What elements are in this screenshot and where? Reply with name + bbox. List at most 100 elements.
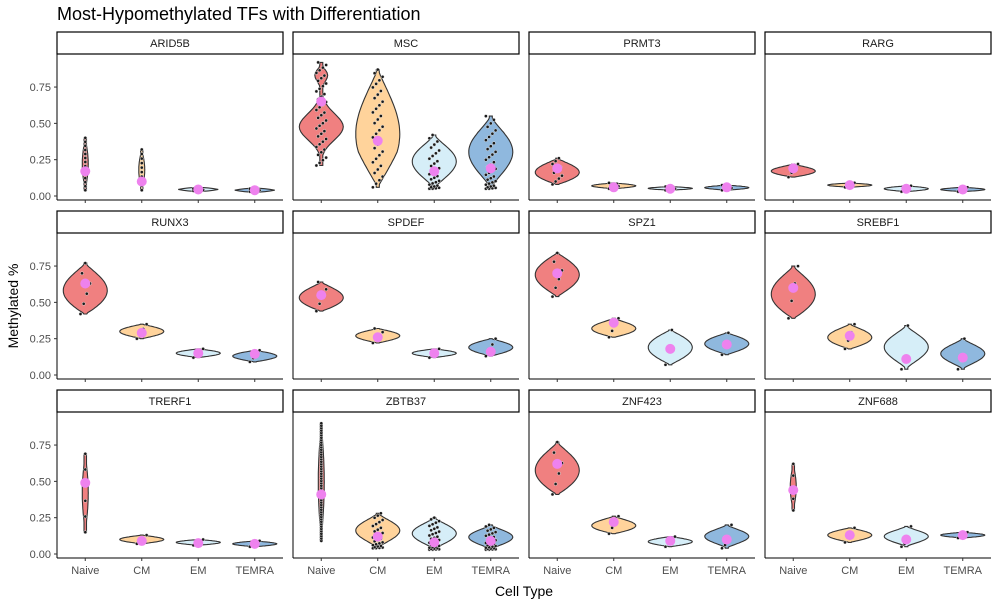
data-point [663,544,668,549]
data-point [432,175,437,180]
data-point [557,471,561,476]
data-point [432,515,437,520]
facet-strip [56,389,284,413]
mean-point [552,458,563,469]
data-point [493,128,498,133]
data-point [557,176,561,181]
data-point [796,162,800,166]
facet-strip [292,31,520,55]
data-point [324,63,328,67]
data-point [316,79,320,83]
data-point [321,158,325,162]
data-point [374,181,378,186]
data-point [83,144,88,148]
y-tick-label: 0.25 [30,155,51,167]
data-point [493,336,498,341]
mean-point [901,183,912,194]
data-point [324,287,328,292]
facet-strip [764,210,992,234]
data-point [377,78,382,83]
facet-strip [292,210,520,234]
data-point [372,71,377,75]
x-tick-label: EM [190,565,207,577]
mean-point [957,352,968,363]
data-point [555,251,560,255]
mean-point [80,278,91,289]
violin-naive [62,262,108,315]
data-point [484,157,488,162]
facet-label: SPDEF [388,217,425,229]
data-point [485,528,490,533]
data-point [435,525,440,530]
mean-point [788,163,799,174]
mean-point [721,339,732,350]
data-point [375,92,380,97]
data-point [144,322,149,327]
data-point [791,508,796,513]
data-point [434,520,438,525]
mean-point [193,184,204,195]
data-point [139,170,144,174]
data-point [375,67,380,72]
data-point [372,96,377,100]
data-point [319,131,324,136]
data-point [492,141,496,145]
facet-panel: MSC [292,31,520,203]
data-point [314,89,319,94]
data-point [485,177,490,182]
x-axis-title: Cell Type [495,583,553,599]
data-point [432,527,437,531]
mean-point [901,534,912,545]
data-point [720,546,724,551]
data-point [314,145,319,149]
data-point [432,142,437,147]
data-point [434,531,438,535]
data-point [316,60,320,65]
data-point [484,172,488,177]
data-point [83,451,88,456]
mean-point [721,534,732,545]
data-point [319,421,324,426]
y-tick-label: 0.00 [30,549,51,561]
data-point [435,139,440,144]
data-point [322,92,327,96]
data-point [484,524,488,529]
data-point [324,118,328,123]
data-point [429,517,433,522]
data-point [371,341,375,345]
mean-point [608,317,619,328]
data-point [429,145,433,150]
mean-point [136,176,147,187]
data-point [429,177,433,182]
data-point [557,156,561,160]
facet-panel: SPDEF [292,210,520,382]
data-point [487,523,491,527]
data-point [371,524,375,528]
data-point [616,316,621,321]
facet-strip [764,389,992,413]
facet-label: MSC [394,38,419,50]
data-point [83,498,88,503]
data-point [319,113,324,117]
facet-label: SPZ1 [628,217,656,229]
data-point [371,110,375,115]
data-point [663,362,668,367]
data-point [324,81,328,86]
y-axis-title: Methylated % [5,264,21,349]
facet-label: SREBF1 [857,217,900,229]
x-tick-label: EM [662,565,679,577]
data-point [488,176,493,180]
data-point [484,182,488,187]
data-point [374,542,378,547]
facet-label: ZBTB37 [386,396,426,408]
facet-panel: RARG [764,31,992,203]
data-point [492,118,496,122]
data-point [319,76,324,80]
facet-label: PRMT3 [623,38,660,50]
data-point [372,326,377,331]
data-point [553,285,558,290]
data-point [607,181,611,185]
data-point [191,355,196,360]
mean-point [844,330,855,341]
